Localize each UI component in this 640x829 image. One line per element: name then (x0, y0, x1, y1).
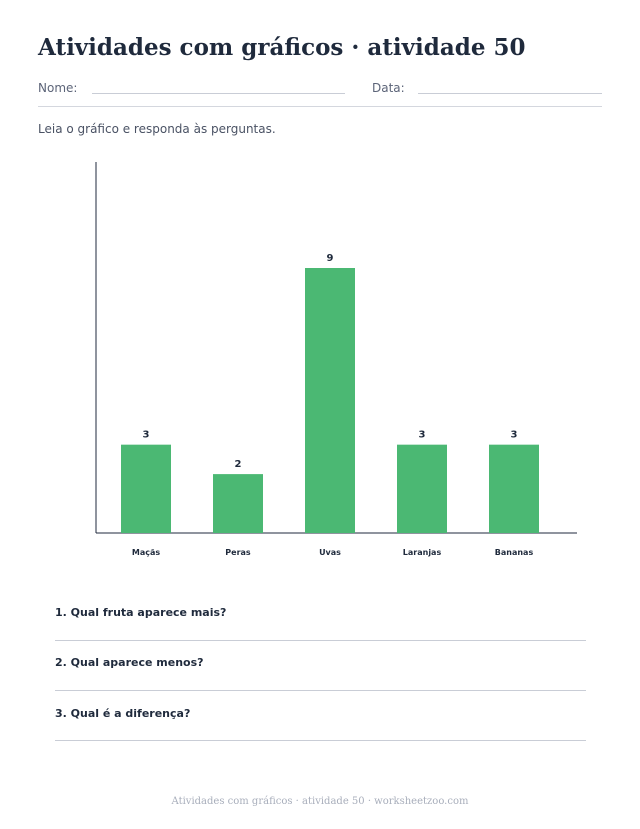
date-field-line[interactable] (418, 93, 602, 94)
data-label-2: 9 (327, 253, 334, 264)
bar-3 (397, 444, 447, 533)
data-label-0: 3 (143, 430, 150, 441)
bar-4 (489, 444, 539, 533)
answer-line-2[interactable] (55, 690, 586, 691)
bar-2 (305, 268, 355, 533)
question-2: 2. Qual aparece menos? (55, 656, 204, 669)
category-label-4: Bananas (495, 548, 534, 557)
instructions-text: Leia o gráfico e responda às perguntas. (38, 122, 276, 136)
date-label: Data: (372, 81, 405, 95)
data-label-1: 2 (235, 459, 242, 470)
bar-0 (121, 444, 171, 533)
answer-line-1[interactable] (55, 640, 586, 641)
page-title: Atividades com gráficos · atividade 50 (38, 34, 526, 61)
header-divider (38, 106, 602, 107)
category-label-0: Maçãs (132, 548, 161, 557)
category-label-1: Peras (225, 548, 251, 557)
category-label-2: Uvas (319, 548, 341, 557)
data-label-4: 3 (511, 430, 518, 441)
question-1: 1. Qual fruta aparece mais? (55, 606, 227, 619)
question-3: 3. Qual é a diferença? (55, 707, 191, 720)
name-field-line[interactable] (92, 93, 345, 94)
category-label-3: Laranjas (403, 548, 442, 557)
answer-line-3[interactable] (55, 740, 586, 741)
bar-1 (213, 474, 263, 533)
name-label: Nome: (38, 81, 78, 95)
bar-chart: 3 Maçãs 2 Peras 9 Uvas 3 Laranjas 3 Bananas (95, 162, 577, 557)
data-label-3: 3 (419, 430, 426, 441)
footer-text: Atividades com gráficos · atividade 50 ·… (171, 796, 469, 807)
